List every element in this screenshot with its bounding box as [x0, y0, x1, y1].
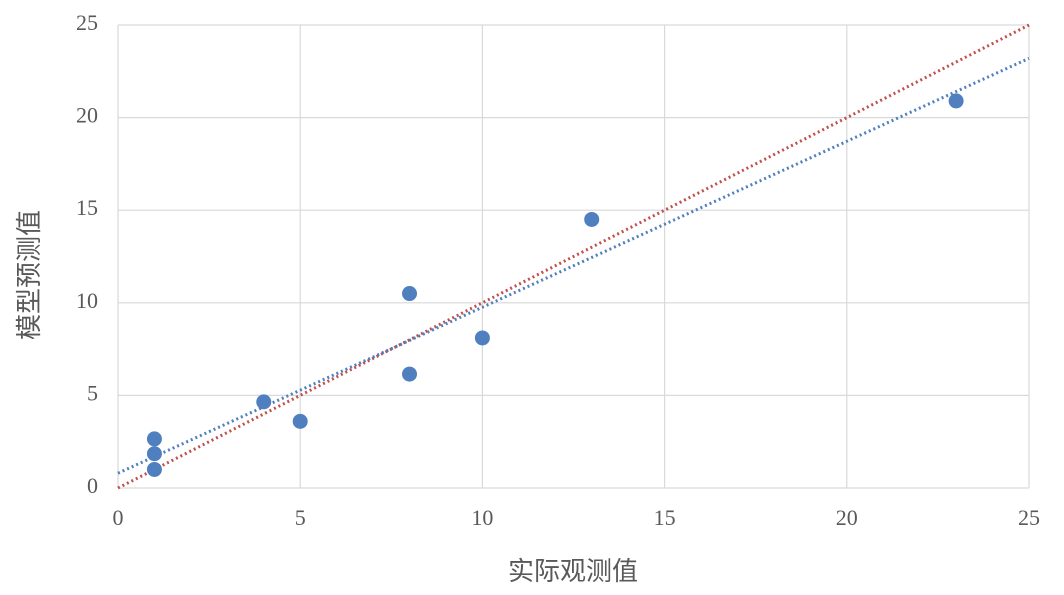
y-tick-label: 0 — [87, 473, 98, 498]
y-tick-label: 20 — [76, 103, 98, 128]
trend-line — [117, 23, 1030, 490]
point — [146, 461, 162, 477]
y-tick-label: 25 — [76, 10, 98, 35]
x-tick-label: 0 — [113, 505, 124, 530]
point — [146, 431, 162, 447]
x-tick-label: 10 — [471, 505, 493, 530]
trend-line — [117, 56, 1030, 475]
x-tick-label: 5 — [295, 505, 306, 530]
x-axis-title: 实际观测值 — [508, 557, 638, 586]
y-tick-label: 15 — [76, 195, 98, 220]
x-tick-label: 25 — [1018, 505, 1040, 530]
point — [256, 394, 272, 410]
point — [584, 211, 600, 227]
point — [292, 413, 308, 429]
y-axis-title: 模型预测值 — [15, 210, 44, 340]
x-tick-label: 20 — [836, 505, 858, 530]
point — [474, 330, 490, 346]
point — [402, 366, 418, 382]
x-tick-label: 15 — [654, 505, 676, 530]
point — [146, 446, 162, 462]
point — [402, 286, 418, 302]
y-tick-label: 10 — [76, 288, 98, 313]
point — [948, 93, 964, 109]
y-tick-label: 5 — [87, 380, 98, 405]
